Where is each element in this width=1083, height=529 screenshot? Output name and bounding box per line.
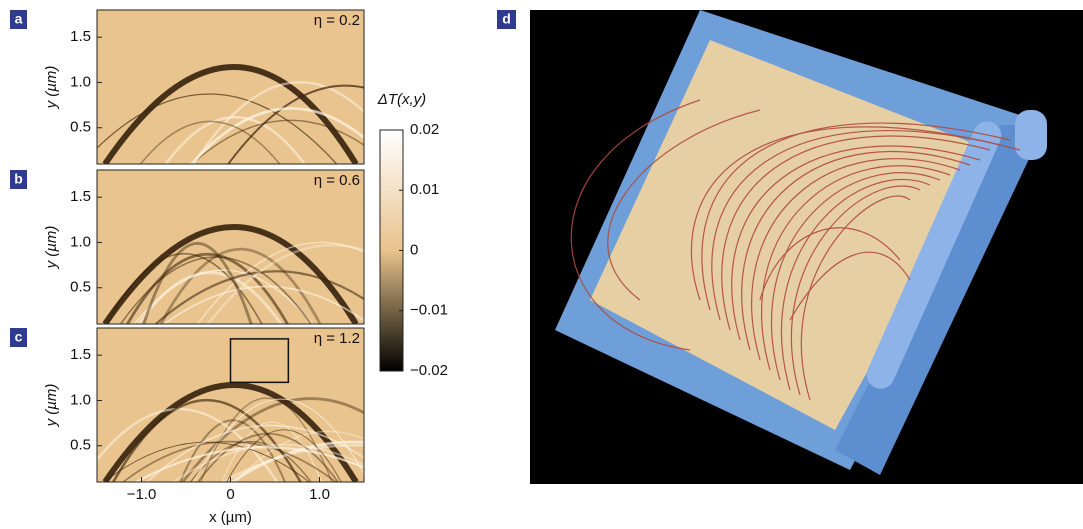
y-axis-label: y (µm) xyxy=(43,384,60,428)
x-tick-label: 1.0 xyxy=(309,486,330,503)
colorbar-tick-label: 0 xyxy=(410,241,418,258)
heatmap xyxy=(77,328,493,487)
colorbar-tick-label: 0.01 xyxy=(410,181,439,198)
y-tick-label: 0.5 xyxy=(70,119,91,136)
y-tick-label: 1.5 xyxy=(70,346,91,363)
y-axis-label: y (µm) xyxy=(43,66,60,110)
heatmap-bg xyxy=(97,170,364,324)
colorbar-title: ΔT(x,y) xyxy=(377,91,426,108)
colorbar-tick-label: −0.02 xyxy=(410,362,448,379)
y-tick-label: 1.5 xyxy=(70,188,91,205)
panel-label: c xyxy=(15,329,23,345)
x-tick-label: −1.0 xyxy=(127,486,157,503)
y-tick-label: 1.0 xyxy=(70,233,91,250)
heatmap xyxy=(97,170,460,329)
x-axis-label: x (µm) xyxy=(209,509,252,526)
panel-label: d xyxy=(502,11,511,27)
x-tick-label: 0 xyxy=(226,486,234,503)
y-tick-label: 0.5 xyxy=(70,279,91,296)
y-tick-label: 1.5 xyxy=(70,28,91,45)
y-axis-label: y (µm) xyxy=(43,226,60,270)
panel-d-image xyxy=(530,10,1083,484)
heatmap xyxy=(77,10,466,169)
y-tick-label: 1.0 xyxy=(70,73,91,90)
annotation: η = 1.2 xyxy=(314,330,360,347)
annotation: η = 0.6 xyxy=(314,172,360,189)
panel-label: a xyxy=(15,11,23,27)
figure: 0.5 1.0 1.5 y (µm) η = 0.2 a 0.5 1.0 1.5 y (µm) η … xyxy=(0,0,1083,529)
colorbar-tick-label: 0.02 xyxy=(410,121,439,138)
annotation: η = 0.2 xyxy=(314,12,360,29)
y-tick-label: 0.5 xyxy=(70,437,91,454)
colorbar-tick-label: −0.01 xyxy=(410,302,448,319)
panel-label: b xyxy=(14,171,23,187)
y-tick-label: 1.0 xyxy=(70,391,91,408)
